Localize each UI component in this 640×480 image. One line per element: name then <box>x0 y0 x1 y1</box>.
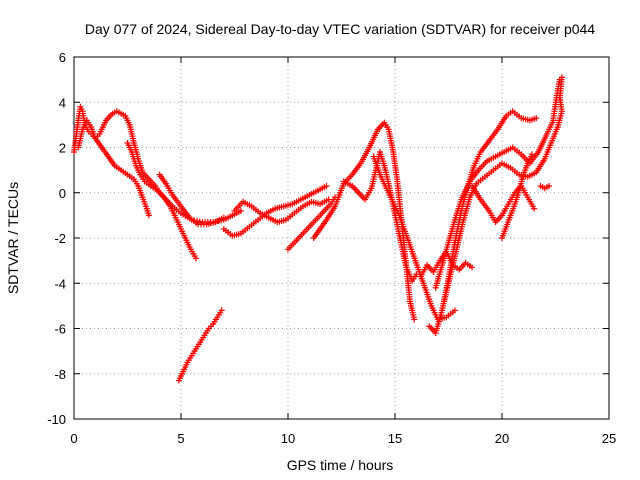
series-10 <box>370 153 458 323</box>
data-point-marker <box>528 151 535 158</box>
y-tick-label: 4 <box>59 95 66 110</box>
data-point-marker <box>192 255 199 262</box>
y-tick-label: -10 <box>47 412 66 427</box>
ticks-layer: 0 5 10 15 20 25 -10 -8 -6 -4 -2 0 2 4 6 <box>47 50 616 446</box>
series-3 <box>156 171 227 228</box>
data-point-marker <box>531 205 538 212</box>
y-tick-label: -4 <box>54 276 66 291</box>
data-point-marker <box>469 264 476 271</box>
data-point-marker <box>237 207 244 214</box>
chart-title: Day 077 of 2024, Sidereal Day-to-day VTE… <box>85 21 595 37</box>
y-tick-label: -6 <box>54 322 66 337</box>
series-18 <box>550 74 565 131</box>
points-layer <box>71 74 565 384</box>
x-tick-label: 10 <box>281 431 295 446</box>
data-point-marker <box>220 214 227 221</box>
y-tick-label: -8 <box>54 367 66 382</box>
x-tick-label: 20 <box>495 431 509 446</box>
data-point-marker <box>323 182 330 189</box>
series-16 <box>499 151 535 241</box>
data-point-marker <box>145 212 152 219</box>
series-13 <box>432 117 557 291</box>
data-point-marker <box>451 307 458 314</box>
x-tick-label: 15 <box>388 431 402 446</box>
plot-frame <box>73 56 610 420</box>
x-tick-label: 5 <box>177 431 184 446</box>
y-tick-label: 0 <box>59 186 66 201</box>
y-axis-title: SDTVAR / TECUs <box>5 182 21 294</box>
series-17 <box>537 182 553 192</box>
y-tick-label: 6 <box>59 50 66 65</box>
data-point-marker <box>411 316 418 323</box>
x-tick-label: 0 <box>70 431 77 446</box>
y-tick-label: -2 <box>54 231 66 246</box>
data-point-marker <box>218 307 225 314</box>
data-point-marker <box>533 115 540 122</box>
series-7 <box>285 194 339 253</box>
data-point-marker <box>554 124 561 131</box>
series-1 <box>75 117 152 219</box>
series-15 <box>469 182 538 226</box>
series-2 <box>124 139 199 262</box>
x-axis-title: GPS time / hours <box>287 457 394 473</box>
grid-layer <box>74 57 609 419</box>
series-14 <box>441 124 561 305</box>
data-point-marker <box>546 182 553 189</box>
series-0 <box>71 103 244 226</box>
x-tick-label: 25 <box>602 431 616 446</box>
series-9 <box>340 149 420 284</box>
series-4 <box>175 307 225 384</box>
y-tick-label: 2 <box>59 141 66 156</box>
